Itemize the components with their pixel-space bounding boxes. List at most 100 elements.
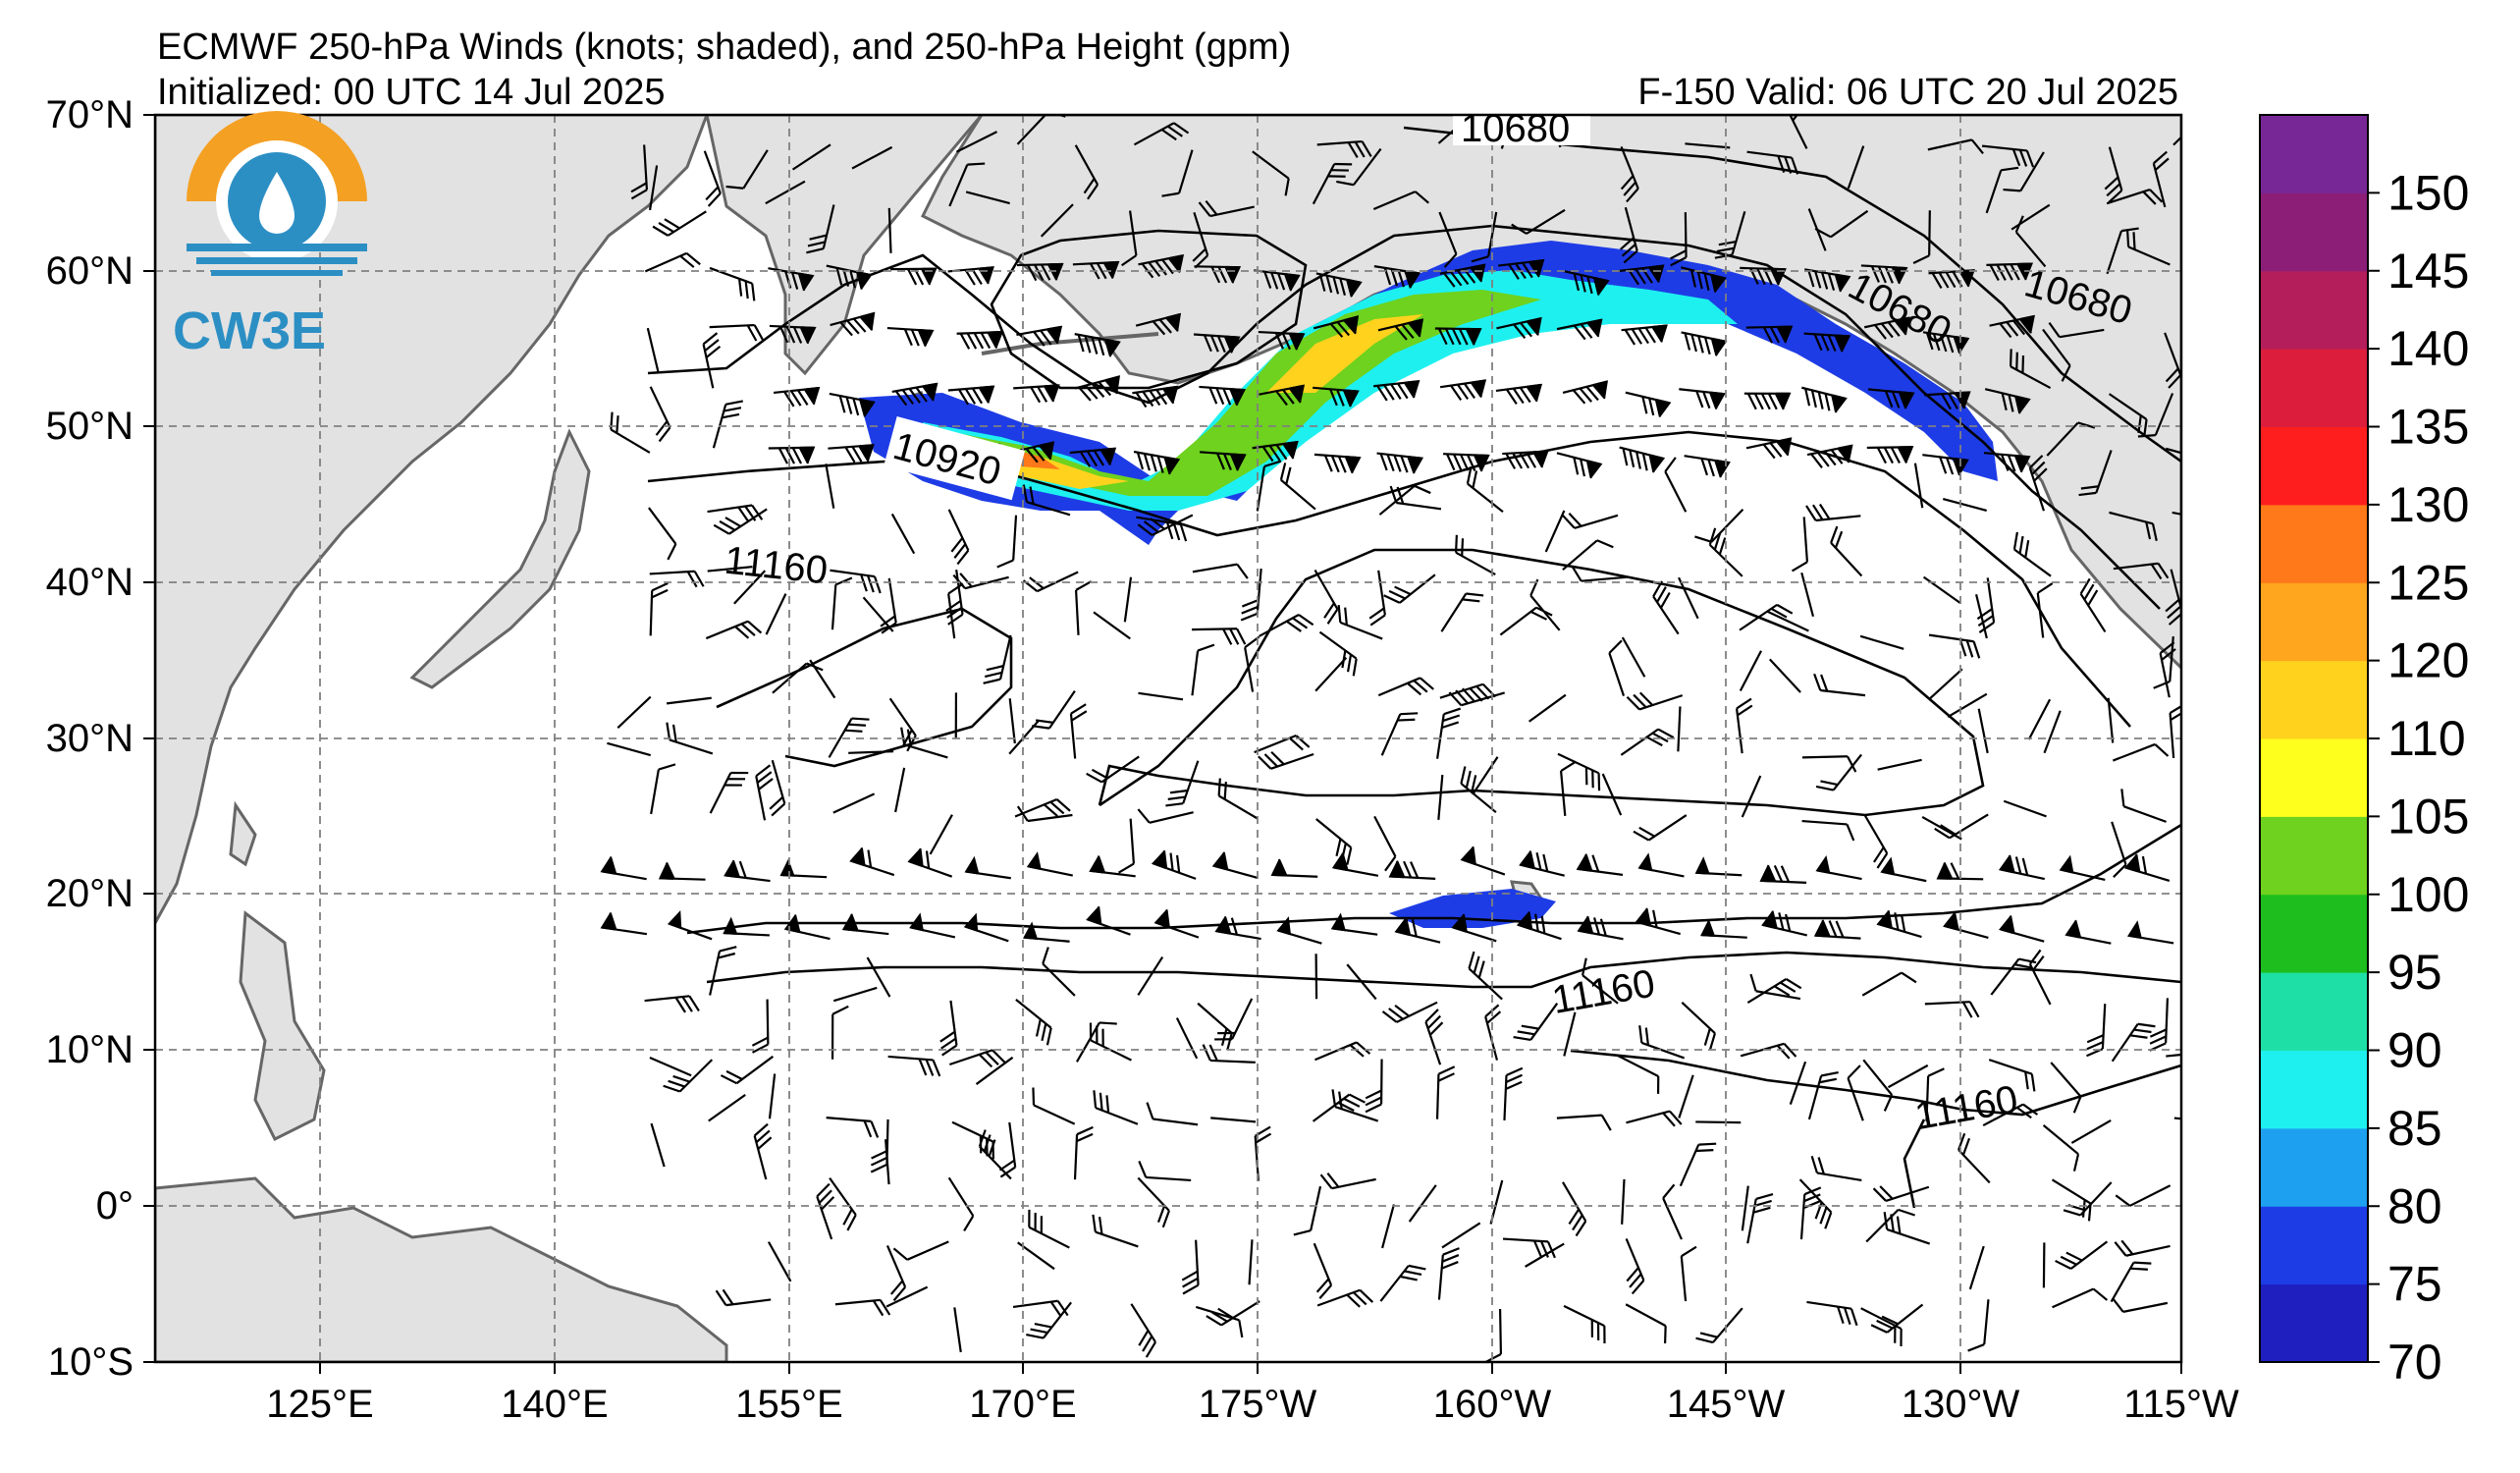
- colorbar-label: 100: [2387, 867, 2469, 922]
- wind-barb: [829, 392, 876, 418]
- wind-barb: [1276, 916, 1322, 945]
- colorbar-label: 150: [2387, 165, 2469, 220]
- wind-barb: [1563, 1304, 1606, 1344]
- wind-barb: [1559, 760, 1577, 816]
- lon-label: 125°E: [266, 1383, 373, 1426]
- wind-barb: [831, 1005, 849, 1060]
- wind-barb: [1664, 457, 1688, 513]
- wind-barb: [1637, 852, 1685, 878]
- wind-barb: [2120, 789, 2167, 823]
- land-philippines: [229, 800, 326, 1142]
- wind-barb: [1695, 1120, 1742, 1124]
- wind-barb: [2046, 421, 2096, 457]
- colorbar-swatch: [2260, 816, 2368, 896]
- wind-barb: [1137, 514, 1194, 536]
- wind-barb: [1073, 1125, 1094, 1180]
- wind-barb: [947, 385, 995, 406]
- wind-barb: [1866, 446, 1914, 464]
- wind-barb: [891, 382, 938, 407]
- colorbar-label: 70: [2387, 1335, 2442, 1390]
- wind-barb: [1200, 451, 1247, 471]
- lat-label: 10°N: [46, 1028, 134, 1071]
- wind-barb: [1424, 1009, 1444, 1065]
- wind-barb: [1695, 1307, 1743, 1344]
- wind-barb: [1503, 1066, 1524, 1121]
- lat-label: 60°N: [46, 249, 134, 293]
- wind-barb: [887, 1055, 941, 1077]
- contour-10680-ring: [990, 229, 1308, 390]
- wind-barb: [2112, 742, 2170, 762]
- wind-barb: [1074, 375, 1121, 402]
- colorbar-swatch: [2260, 1283, 2368, 1363]
- wind-barb: [1746, 977, 1802, 1005]
- wind-barb: [1012, 1299, 1069, 1318]
- wind-barb: [1008, 719, 1041, 755]
- wind-barb: [1870, 1303, 1924, 1334]
- wind-barb: [825, 464, 835, 509]
- wind-barb: [1922, 331, 1970, 355]
- colorbar-label: 80: [2387, 1178, 2442, 1233]
- colorbar-swatch: [2260, 426, 2368, 506]
- wind-barb: [885, 1139, 890, 1185]
- map-plot-area: 10680 10680 10680 10920 11160 11160 1116…: [153, 107, 2183, 1364]
- wind-barb: [1217, 778, 1259, 820]
- wind-barb: [2106, 188, 2164, 205]
- wind-barb: [1138, 1161, 1192, 1182]
- map-title: ECMWF 250-hPa Winds (knots; shaded), and…: [157, 27, 1292, 68]
- wind-barb: [658, 861, 706, 881]
- wind-barbs: [600, 115, 2181, 1362]
- wind-barb: [1256, 460, 1282, 512]
- wind-barb: [1608, 639, 1626, 696]
- wind-barb: [2164, 332, 2181, 389]
- wind-barb: [1556, 318, 1603, 341]
- wind-barb: [1378, 484, 1431, 516]
- wind-barb: [1741, 1185, 1749, 1231]
- cw3e-logo: CW3E: [173, 111, 367, 360]
- wind-barb: [1806, 1300, 1858, 1327]
- wind-barb: [832, 986, 878, 1003]
- wind-barb: [1847, 1064, 1864, 1121]
- contour-label: 11160: [723, 539, 830, 593]
- wind-barb: [1556, 1114, 1612, 1131]
- wind-barb: [1330, 912, 1378, 936]
- wind-barb: [1511, 208, 1566, 235]
- wind-barb: [1373, 380, 1421, 402]
- wind-barb: [1069, 703, 1088, 759]
- wind-barb: [2109, 511, 2158, 541]
- land-asia: [155, 115, 709, 924]
- colorbar-swatch: [2260, 738, 2368, 817]
- wind-barb: [841, 913, 889, 936]
- land-japan: [409, 428, 591, 689]
- wind-barb: [1502, 450, 1549, 469]
- wind-barb: [955, 131, 998, 153]
- wind-barb: [1017, 1241, 1055, 1271]
- wind-barb: [1984, 388, 2031, 414]
- wind-barb: [2003, 151, 2045, 192]
- wind-barb: [1270, 858, 1318, 878]
- wind-barb: [1544, 510, 1566, 553]
- wind-barb: [1252, 150, 1290, 196]
- wind-barb: [1621, 1178, 1626, 1225]
- land-kamchatka: [705, 115, 984, 376]
- wind-barb: [890, 267, 938, 286]
- wind-barb: [1258, 330, 1306, 351]
- wind-barb: [1008, 698, 1016, 744]
- wind-barb: [1988, 1059, 2036, 1092]
- wind-barb: [963, 912, 1009, 943]
- wind-barb: [1388, 859, 1436, 880]
- colorbar-label: 85: [2387, 1101, 2442, 1156]
- wind-barb: [1925, 1067, 1945, 1121]
- colorbar-label: 130: [2387, 477, 2469, 532]
- wind-barb: [1316, 139, 1372, 159]
- colorbar-label: 120: [2387, 633, 2469, 688]
- wind-barb: [1679, 388, 1726, 410]
- wind-barb: [2111, 821, 2127, 878]
- wind-barb: [1513, 1003, 1559, 1042]
- wind-barb: [870, 1118, 889, 1173]
- wind-barb: [2165, 447, 2181, 463]
- wind-barb: [1092, 1214, 1139, 1248]
- wind-barb: [890, 513, 916, 555]
- wind-barb: [1924, 1001, 1980, 1018]
- wind-barb: [964, 855, 1011, 880]
- wind-barb: [2070, 1119, 2112, 1144]
